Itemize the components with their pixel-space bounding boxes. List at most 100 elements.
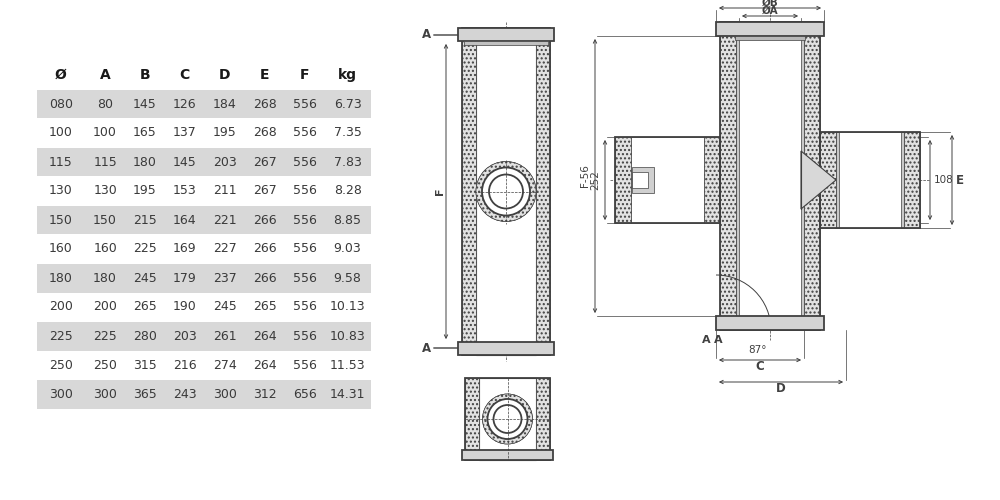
Text: A: A [702, 335, 710, 345]
Text: 300: 300 [93, 388, 117, 400]
Text: 10.13: 10.13 [330, 300, 365, 314]
Text: 160: 160 [49, 242, 73, 256]
Text: 190: 190 [173, 300, 197, 314]
Bar [462, 28, 550, 355]
Text: 267: 267 [253, 156, 277, 168]
Text: A: A [100, 68, 110, 82]
Circle shape [488, 399, 528, 439]
Text: 556: 556 [293, 184, 316, 198]
Text: 265: 265 [133, 300, 157, 314]
Text: 225: 225 [93, 330, 117, 342]
Text: ØB: ØB [762, 0, 778, 8]
Bar [836, 132, 904, 228]
Bar [37, 264, 371, 292]
Text: 8.85: 8.85 [334, 214, 362, 226]
Text: 14.31: 14.31 [330, 388, 365, 400]
Text: 250: 250 [93, 358, 117, 372]
Text: E: E [956, 174, 964, 186]
Text: 266: 266 [253, 214, 276, 226]
Text: 153: 153 [173, 184, 197, 198]
Text: F: F [300, 68, 309, 82]
Text: 245: 245 [133, 272, 157, 284]
Text: F: F [435, 188, 445, 195]
Text: 365: 365 [133, 388, 157, 400]
Text: 211: 211 [213, 184, 237, 198]
Text: 137: 137 [173, 126, 197, 140]
Bar [37, 176, 371, 206]
Text: 227: 227 [213, 242, 237, 256]
Text: 556: 556 [293, 242, 316, 256]
Bar [901, 132, 904, 228]
Text: 165: 165 [133, 126, 157, 140]
Text: 160: 160 [93, 242, 117, 256]
Text: D: D [219, 68, 230, 82]
Text: 556: 556 [293, 330, 316, 342]
Text: 9.58: 9.58 [334, 272, 362, 284]
Bar [804, 22, 820, 330]
Circle shape [482, 394, 532, 444]
Text: 130: 130 [93, 184, 117, 198]
Text: 164: 164 [173, 214, 197, 226]
Text: 556: 556 [293, 272, 316, 284]
Bar [476, 28, 536, 355]
Text: 145: 145 [133, 98, 157, 110]
Text: 556: 556 [293, 300, 316, 314]
Text: 225: 225 [133, 242, 157, 256]
Bar [464, 41, 548, 45]
Bar [836, 132, 839, 228]
Bar [632, 167, 654, 193]
Text: 267: 267 [253, 184, 277, 198]
Text: 264: 264 [253, 330, 276, 342]
Text: C: C [756, 360, 764, 374]
Circle shape [482, 168, 530, 216]
Text: 9.03: 9.03 [334, 242, 361, 256]
Bar [615, 137, 720, 223]
Text: 184: 184 [213, 98, 237, 110]
Bar [465, 378, 550, 460]
Bar [801, 22, 804, 330]
Text: 215: 215 [133, 214, 157, 226]
Text: 150: 150 [93, 214, 117, 226]
Bar [37, 206, 371, 234]
Text: 237: 237 [213, 272, 237, 284]
Text: 150: 150 [49, 214, 73, 226]
Bar [37, 148, 371, 176]
Text: F-56: F-56 [580, 164, 590, 188]
Text: 245: 245 [213, 300, 237, 314]
Bar [716, 22, 824, 36]
Bar [465, 378, 479, 460]
Text: 8.28: 8.28 [334, 184, 362, 198]
Bar [904, 132, 920, 228]
Circle shape [489, 174, 523, 208]
Text: 221: 221 [213, 214, 237, 226]
Text: 10.83: 10.83 [330, 330, 365, 342]
Text: A: A [714, 335, 722, 345]
Text: 274: 274 [213, 358, 237, 372]
Text: 252: 252 [590, 170, 600, 190]
Bar [615, 137, 631, 223]
Text: C: C [180, 68, 190, 82]
Text: 100: 100 [49, 126, 73, 140]
Circle shape [494, 405, 522, 433]
Text: 100: 100 [93, 126, 117, 140]
Text: A: A [421, 28, 431, 42]
Text: B: B [140, 68, 150, 82]
Text: 225: 225 [49, 330, 73, 342]
Text: 80: 80 [97, 98, 113, 110]
Text: Ø: Ø [55, 68, 67, 82]
Bar [458, 28, 554, 41]
Bar [37, 118, 371, 148]
Text: 266: 266 [253, 242, 276, 256]
Text: 265: 265 [253, 300, 277, 314]
Text: 169: 169 [173, 242, 197, 256]
Text: 203: 203 [173, 330, 197, 342]
Text: 261: 261 [213, 330, 237, 342]
Text: 7.83: 7.83 [334, 156, 362, 168]
Text: 080: 080 [49, 98, 73, 110]
Text: 250: 250 [49, 358, 73, 372]
Bar [820, 132, 920, 228]
Text: 203: 203 [213, 156, 237, 168]
Text: D: D [776, 382, 786, 396]
Bar [462, 28, 476, 355]
Circle shape [476, 162, 536, 222]
